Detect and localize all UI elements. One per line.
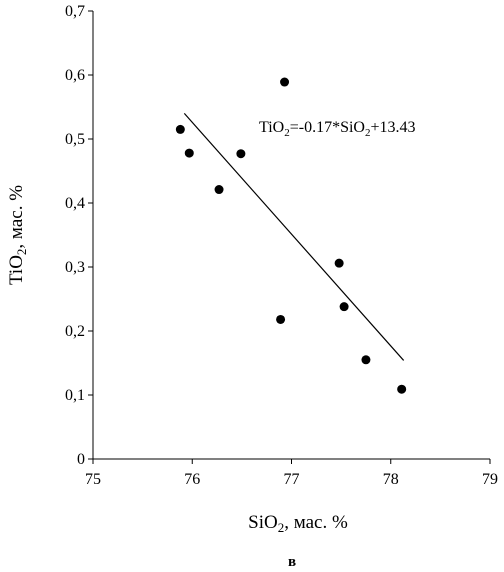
x-title-sub: 2 xyxy=(278,520,285,535)
data-point xyxy=(184,148,194,158)
y-tick-label: 0,7 xyxy=(65,3,85,20)
x-tick-label: 77 xyxy=(284,471,300,488)
y-tick-label: 0,2 xyxy=(65,323,85,340)
y-tick-label: 0,1 xyxy=(65,387,85,404)
trendline-group xyxy=(183,113,405,361)
data-point xyxy=(280,77,290,87)
equation-sub-2b: 2 xyxy=(365,127,371,139)
panel-label: в xyxy=(288,554,296,570)
y-tick-label: 0,5 xyxy=(65,131,85,148)
data-point xyxy=(175,124,185,134)
data-point xyxy=(276,314,286,324)
x-tick-label: 76 xyxy=(184,471,200,488)
equation-part-mid: =-0.17*SiO xyxy=(290,119,365,136)
x-title-main: SiO xyxy=(248,512,278,533)
data-point xyxy=(397,384,407,394)
y-tick-label: 0 xyxy=(77,451,85,468)
x-tick-label: 78 xyxy=(383,471,399,488)
x-title-rest: , мас. % xyxy=(284,512,348,533)
data-point xyxy=(236,149,246,159)
x-tick-label: 79 xyxy=(482,471,498,488)
trendline-equation: TiO2=-0.17*SiO2+13.43 xyxy=(259,119,416,139)
axis-ticks: 0 0,1 0,2 0,3 0,4 0,5 0,6 0,7 75 76 77 78 79 xyxy=(65,3,498,488)
data-point xyxy=(334,258,344,268)
x-axis-title: SiO2, мас. % xyxy=(248,512,348,535)
x-tick-label: 75 xyxy=(85,471,101,488)
data-point xyxy=(339,302,349,312)
data-point xyxy=(361,355,371,365)
data-point xyxy=(214,185,224,195)
y-title-main: TiO xyxy=(6,255,27,285)
trendline xyxy=(183,113,405,361)
equation-part-end: +13.43 xyxy=(370,119,415,136)
y-tick-label: 0,4 xyxy=(65,195,85,212)
y-tick-label: 0,6 xyxy=(65,67,85,84)
y-tick-label: 0,3 xyxy=(65,259,85,276)
equation-part-tio: TiO xyxy=(259,119,284,136)
equation-sub-2a: 2 xyxy=(284,127,290,139)
y-title-rest: , мас. % xyxy=(6,185,27,249)
y-axis-title: TiO2, мас. % xyxy=(6,185,29,285)
data-points xyxy=(175,77,407,394)
y-title-sub: 2 xyxy=(14,249,29,256)
